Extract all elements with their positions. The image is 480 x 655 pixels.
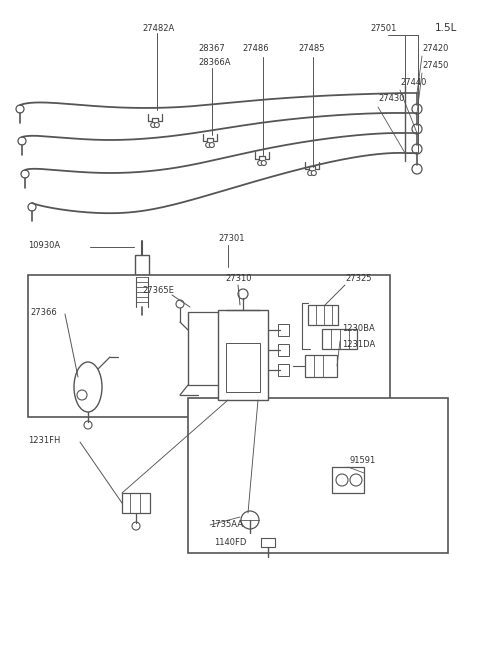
Text: 28366A: 28366A [198,58,230,67]
Bar [135,255,149,275]
Text: 1231FH: 1231FH [28,436,60,445]
Circle shape [28,203,36,211]
Circle shape [308,170,313,176]
Bar [122,493,150,513]
Text: 1735AA: 1735AA [210,520,243,529]
Circle shape [18,137,26,145]
Circle shape [412,164,422,174]
Text: 27450: 27450 [422,61,448,70]
Bar [308,305,338,325]
Circle shape [241,511,259,529]
Text: 27366: 27366 [30,308,57,317]
Text: 27440: 27440 [400,78,426,87]
Circle shape [209,143,214,147]
Bar [322,329,357,349]
Text: 27301: 27301 [218,234,244,243]
Text: 27430: 27430 [378,94,405,103]
Text: 27482A: 27482A [142,24,174,33]
Ellipse shape [74,362,102,412]
Bar [278,324,289,336]
Circle shape [21,170,29,178]
Bar [188,398,448,553]
Circle shape [176,300,184,308]
Text: 91591: 91591 [350,456,376,465]
Circle shape [84,421,92,429]
Circle shape [336,474,348,486]
Text: 10930A: 10930A [28,241,60,250]
Text: 28367: 28367 [198,44,225,53]
Circle shape [151,122,156,128]
Circle shape [205,143,211,147]
Text: 27420: 27420 [422,44,448,53]
Circle shape [77,390,87,400]
Circle shape [258,160,263,166]
Circle shape [412,144,422,154]
Circle shape [238,289,248,299]
Bar [218,310,268,400]
Text: 1230BA: 1230BA [342,324,375,333]
Circle shape [350,474,362,486]
Bar [332,467,364,493]
Text: 27310: 27310 [225,274,252,283]
Text: 1.5L: 1.5L [435,23,457,33]
Bar [278,344,289,356]
Circle shape [312,170,316,176]
Text: 1231DA: 1231DA [342,340,375,349]
Bar [278,364,289,376]
Text: 1140FD: 1140FD [214,538,246,547]
Text: 27501: 27501 [370,24,396,33]
Circle shape [154,122,159,128]
Circle shape [412,124,422,134]
Text: 27485: 27485 [298,44,324,53]
Circle shape [132,522,140,530]
Circle shape [16,105,24,113]
Text: 27365E: 27365E [142,286,174,295]
Text: 27486: 27486 [242,44,269,53]
Bar [226,343,260,392]
Circle shape [412,104,422,114]
Circle shape [261,160,266,166]
Bar [261,538,275,547]
Text: 27325: 27325 [345,274,372,283]
Bar [305,355,337,377]
Bar [28,275,390,417]
